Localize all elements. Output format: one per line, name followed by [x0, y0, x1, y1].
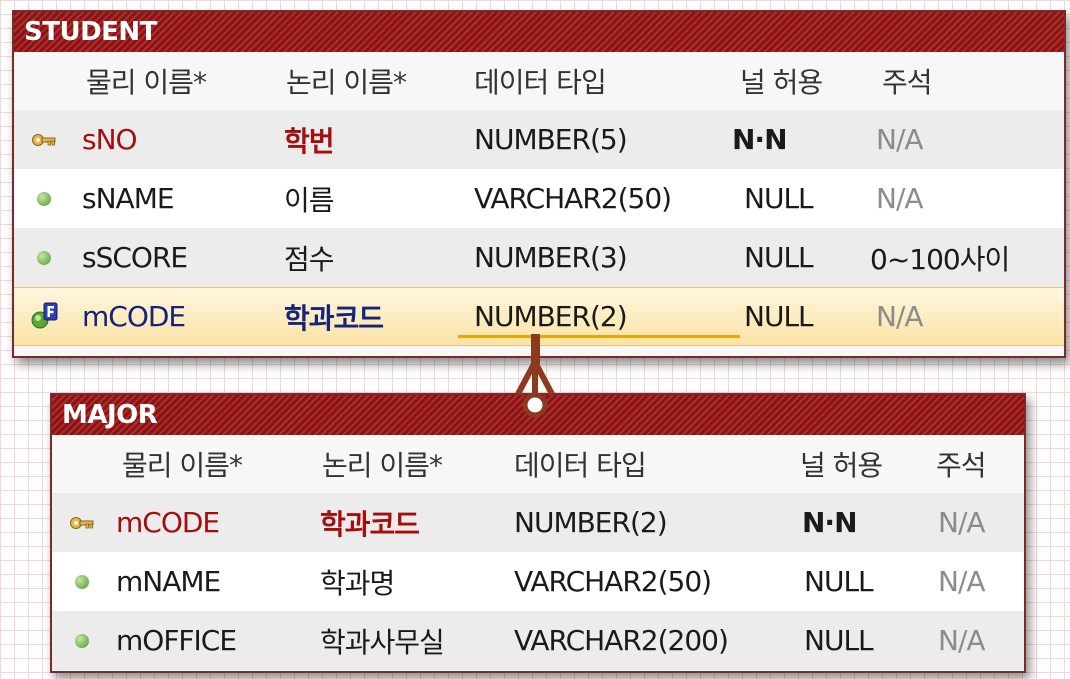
column-logical-name: 학과사무실 — [320, 625, 445, 659]
column-nullable: NULL — [744, 300, 814, 333]
column-dot-icon — [37, 191, 51, 206]
column-physical-name: mCODE — [82, 300, 186, 333]
column-comment: N/A — [938, 506, 986, 539]
column-data-type: NUMBER(2) — [474, 300, 628, 333]
column-nullable: NULL — [804, 624, 874, 657]
column-data-type: NUMBER(5) — [474, 123, 628, 156]
column-dot-icon — [37, 250, 51, 265]
table-row[interactable]: sNO 학번 NUMBER(5) N·N N/A — [14, 110, 1064, 169]
column-logical-name: 학과명 — [320, 566, 395, 600]
column-logical-name: 이름 — [284, 183, 335, 217]
column-dot-icon — [75, 633, 89, 648]
header-comment: 주석 — [882, 66, 933, 99]
header-nullable: 널 허용 — [740, 66, 823, 99]
table-row[interactable]: sNAME 이름 VARCHAR2(50) NULL N/A — [14, 169, 1064, 228]
header-logical-name: 논리 이름* — [286, 66, 407, 99]
column-comment: N/A — [876, 123, 924, 156]
table-row[interactable]: sSCORE 점수 NUMBER(3) NULL 0~100사이 — [14, 228, 1064, 287]
column-data-type: VARCHAR2(50) — [514, 565, 712, 598]
column-physical-name: sSCORE — [82, 241, 188, 274]
header-physical-name: 물리 이름* — [122, 449, 243, 482]
column-comment: N/A — [876, 300, 924, 333]
column-comment: N/A — [938, 624, 986, 657]
student-entity[interactable]: STUDENT 물리 이름* 논리 이름* 데이터 타입 널 허용 주석 sNO… — [12, 10, 1066, 358]
column-data-type: VARCHAR2(50) — [474, 182, 672, 215]
column-comment: N/A — [938, 565, 986, 598]
column-nullable: N·N — [802, 506, 858, 539]
column-physical-name: mOFFICE — [116, 624, 237, 657]
column-header-row: 물리 이름* 논리 이름* 데이터 타입 널 허용 주석 — [52, 435, 1024, 493]
column-physical-name: mCODE — [116, 506, 220, 539]
relationship-line[interactable] — [531, 334, 540, 364]
header-physical-name: 물리 이름* — [86, 66, 207, 99]
column-logical-name: 학과코드 — [284, 301, 384, 335]
table-row[interactable]: mOFFICE 학과사무실 VARCHAR2(200) NULL N/A — [52, 611, 1024, 670]
column-nullable: NULL — [804, 565, 874, 598]
column-logical-name: 점수 — [284, 242, 335, 276]
column-header-row: 물리 이름* 논리 이름* 데이터 타입 널 허용 주석 — [14, 52, 1064, 110]
column-logical-name: 학번 — [284, 124, 335, 158]
column-logical-name: 학과코드 — [320, 507, 420, 541]
selection-underline — [458, 335, 740, 338]
column-comment: 0~100사이 — [870, 242, 1010, 276]
table-row[interactable]: mCODE 학과코드 NUMBER(2) N·N N/A — [52, 493, 1024, 552]
header-data-type: 데이터 타입 — [514, 449, 647, 482]
column-comment: N/A — [876, 182, 924, 215]
crows-foot-right — [532, 360, 555, 396]
column-physical-name: mNAME — [116, 565, 221, 598]
optional-circle-marker — [522, 392, 548, 418]
header-data-type: 데이터 타입 — [474, 66, 607, 99]
header-logical-name: 논리 이름* — [322, 449, 443, 482]
column-nullable: NULL — [744, 182, 814, 215]
entity-title[interactable]: STUDENT — [14, 12, 1064, 52]
column-physical-name: sNO — [82, 123, 138, 156]
column-physical-name: sNAME — [82, 182, 175, 215]
header-nullable: 널 허용 — [800, 449, 883, 482]
column-data-type: NUMBER(3) — [474, 241, 628, 274]
column-nullable: NULL — [744, 241, 814, 274]
column-dot-icon — [75, 574, 89, 589]
table-row[interactable]: mNAME 학과명 VARCHAR2(50) NULL N/A — [52, 552, 1024, 611]
major-entity[interactable]: MAJOR 물리 이름* 논리 이름* 데이터 타입 널 허용 주석 mCODE… — [50, 393, 1026, 673]
header-comment: 주석 — [936, 449, 987, 482]
column-nullable: N·N — [732, 123, 788, 156]
column-data-type: VARCHAR2(200) — [514, 624, 729, 657]
column-data-type: NUMBER(2) — [514, 506, 668, 539]
